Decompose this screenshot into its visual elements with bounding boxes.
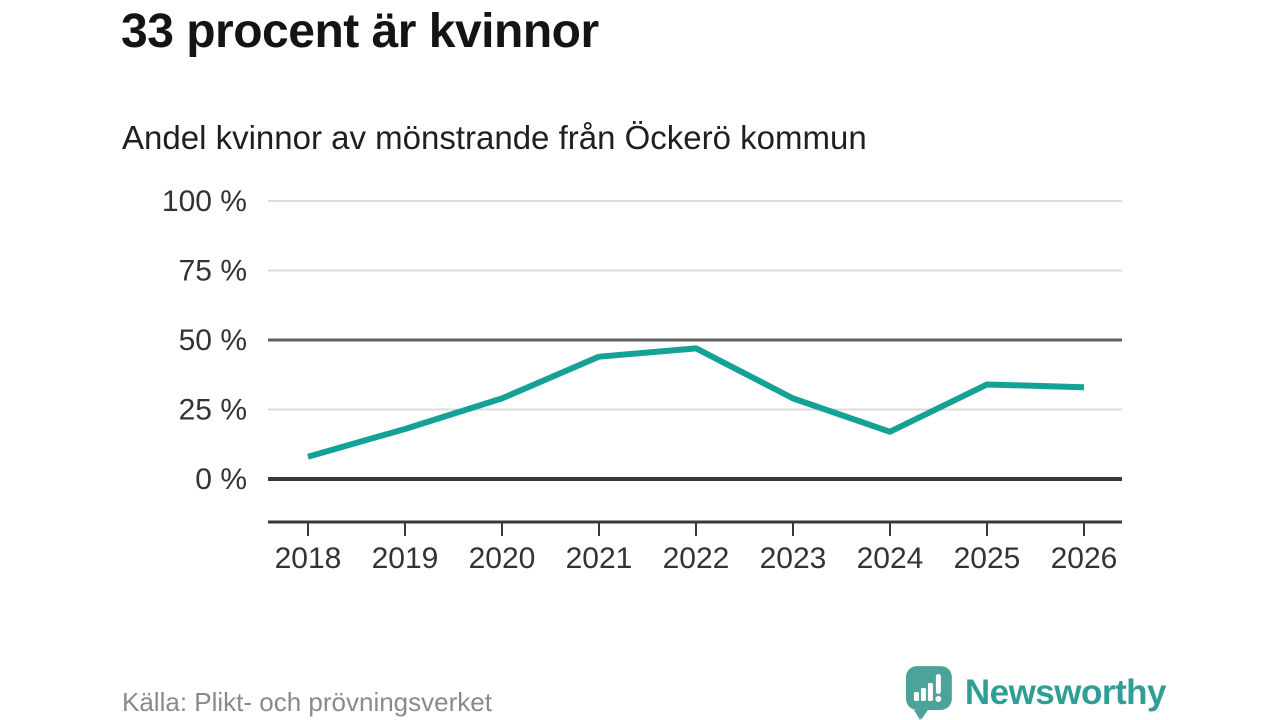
data-line-series — [307, 345, 1085, 460]
x-axis-tick-label: 2019 — [372, 542, 439, 575]
y-axis-tick-label: 25 % — [179, 394, 247, 427]
x-axis-tick-label: 2026 — [1051, 542, 1118, 575]
exclamation-bar — [935, 674, 941, 694]
bar-3 — [927, 683, 933, 701]
exclamation-dot — [935, 695, 942, 702]
bubble-tail — [915, 709, 928, 720]
brand-logo: Newsworthy — [906, 666, 1167, 720]
x-axis-tick-label: 2018 — [275, 542, 342, 575]
x-axis-tick-label: 2022 — [663, 542, 730, 575]
y-axis-tick-label: 75 % — [179, 255, 247, 288]
brand-name: Newsworthy — [964, 673, 1167, 712]
bar-2 — [920, 688, 926, 701]
chart-title: 33 procent är kvinnor — [121, 5, 599, 58]
x-axis-tick-label: 2020 — [469, 542, 536, 575]
y-axis-tick-label: 100 % — [162, 185, 247, 218]
source-note: Källa: Plikt- och prövningsverket — [122, 687, 492, 717]
chart-subtitle: Andel kvinnor av mönstrande från Öckerö … — [122, 119, 867, 156]
speech-bubble-bar-chart-icon — [906, 666, 952, 720]
y-axis-tick-label: 0 % — [195, 463, 247, 496]
y-axis-tick-label: 50 % — [179, 324, 247, 357]
bar-1 — [913, 692, 919, 701]
x-axis-tick-label: 2025 — [954, 542, 1021, 575]
x-axis-tick-label: 2024 — [857, 542, 924, 575]
x-axis-tick-label: 2021 — [566, 542, 633, 575]
x-axis-tick-label: 2023 — [760, 542, 827, 575]
